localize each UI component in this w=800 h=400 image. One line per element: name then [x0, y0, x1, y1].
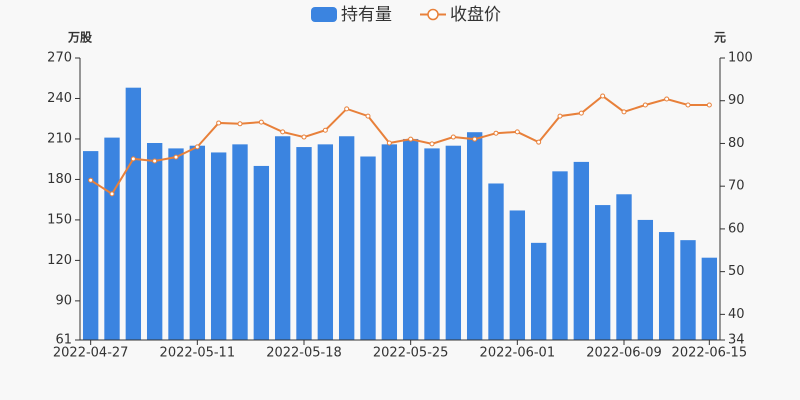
- line-point: [344, 106, 350, 112]
- line-point: [88, 177, 94, 183]
- bar: [253, 165, 270, 340]
- bar: [466, 132, 483, 340]
- bar: [552, 171, 568, 340]
- line-point: [237, 121, 243, 127]
- bar: [573, 161, 590, 340]
- line-point: [322, 127, 328, 133]
- bar: [232, 144, 248, 340]
- line-point: [258, 119, 264, 125]
- bar: [146, 143, 163, 340]
- line-point: [493, 130, 499, 136]
- bar: [488, 183, 504, 340]
- y-tick-label: 240: [47, 91, 72, 106]
- y2-tick-label: 60: [728, 221, 745, 236]
- line-point: [386, 140, 392, 146]
- line-point: [557, 113, 563, 119]
- legend-label: 收盘价: [450, 5, 501, 25]
- line-point: [472, 136, 478, 142]
- line-point: [621, 109, 627, 115]
- x-tick-label: 2022-06-15: [672, 346, 748, 361]
- x-tick-label: 2022-05-25: [373, 346, 449, 361]
- line-point: [578, 110, 584, 116]
- bar: [82, 151, 99, 340]
- bar: [445, 145, 462, 340]
- x-tick-label: 2022-05-18: [266, 346, 342, 361]
- y2-tick-label: 70: [728, 179, 745, 194]
- bar: [168, 148, 184, 340]
- line-point: [642, 102, 648, 108]
- y-tick-label: 180: [47, 172, 72, 187]
- y-tick-label: 270: [47, 51, 72, 66]
- line-point: [536, 139, 542, 145]
- bar: [381, 144, 398, 340]
- x-tick-label: 2022-04-27: [53, 346, 129, 361]
- bar: [360, 156, 376, 340]
- y-tick-label: 90: [55, 293, 72, 308]
- legend-swatch: [311, 7, 337, 22]
- y2-tick-label: 50: [728, 264, 745, 279]
- y2-tick-label: 100: [728, 51, 753, 66]
- bar: [296, 147, 312, 340]
- bar: [701, 257, 718, 340]
- bar: [274, 136, 291, 340]
- bar: [530, 242, 547, 340]
- line-point: [600, 93, 606, 99]
- line-point: [152, 158, 158, 164]
- line-point: [109, 191, 115, 197]
- y-tick-label: 120: [47, 253, 72, 268]
- bar: [104, 137, 120, 340]
- line-point: [429, 141, 435, 147]
- y-tick-label: 61: [55, 333, 72, 348]
- y2-tick-label: 80: [728, 136, 745, 151]
- y-tick-label: 210: [47, 131, 72, 146]
- line-point: [194, 144, 200, 150]
- bar: [658, 232, 675, 340]
- x-tick-label: 2022-06-09: [586, 346, 662, 361]
- line-point: [685, 102, 691, 108]
- y2-tick-label: 40: [728, 307, 745, 322]
- line-point: [216, 120, 222, 126]
- legend-swatch: [427, 8, 439, 21]
- line-point: [280, 129, 286, 135]
- y2-tick-label: 34: [728, 333, 745, 348]
- bar: [210, 152, 227, 340]
- x-tick-label: 2022-06-01: [480, 346, 556, 361]
- bar: [637, 219, 654, 340]
- bar: [616, 194, 632, 340]
- bar: [680, 240, 696, 340]
- y-tick-label: 150: [47, 212, 72, 227]
- y2-tick-label: 90: [728, 93, 745, 108]
- line-point: [301, 134, 307, 140]
- line: [90, 94, 710, 196]
- bar: [125, 87, 142, 341]
- line-point: [408, 136, 414, 142]
- bar: [317, 144, 334, 340]
- line-point: [365, 113, 371, 119]
- line-point: [664, 96, 670, 102]
- bar: [338, 136, 355, 340]
- line-point: [450, 134, 456, 140]
- line-point: [173, 154, 179, 160]
- legend-label: 持有量: [341, 5, 392, 25]
- bar: [189, 145, 206, 340]
- bar: [402, 138, 419, 340]
- y2-axis-label: 元: [714, 31, 726, 45]
- line-point: [706, 102, 712, 108]
- bar: [594, 205, 611, 340]
- line-point: [514, 129, 520, 135]
- line-point: [130, 156, 136, 162]
- bar: [509, 210, 526, 340]
- x-tick-label: 2022-05-11: [160, 346, 236, 361]
- bar: [424, 148, 440, 340]
- y-axis-label: 万股: [67, 30, 93, 45]
